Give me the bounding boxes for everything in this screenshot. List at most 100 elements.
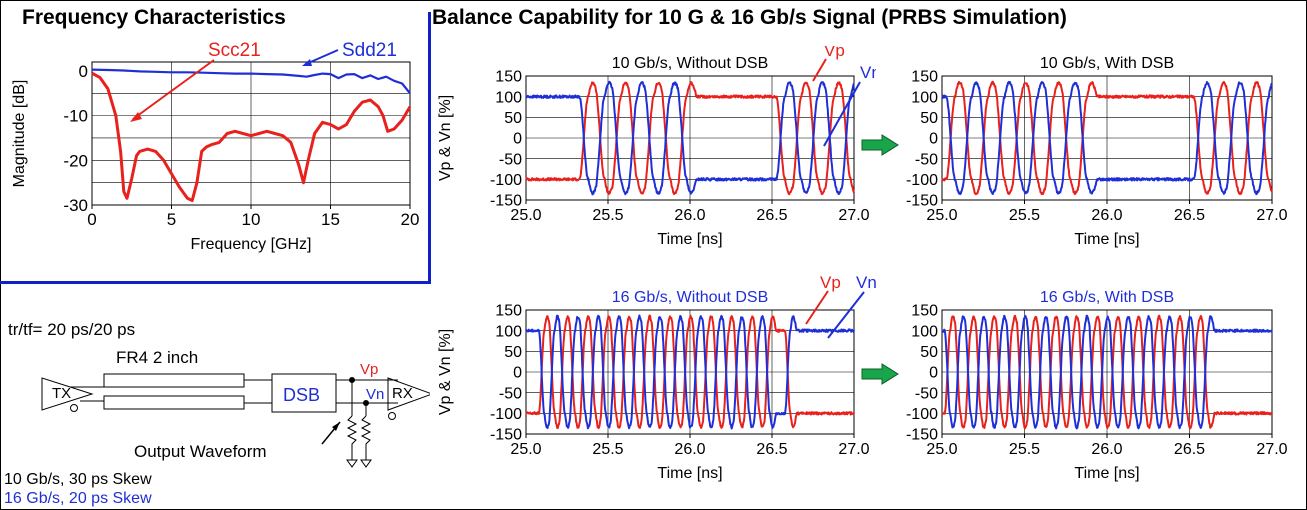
x-tick-label: 26.0 xyxy=(674,441,705,458)
x-tick-label: 0 xyxy=(87,210,96,229)
y-tick-label: 100 xyxy=(495,89,522,106)
x-tick-label: 27.0 xyxy=(838,441,869,458)
x-axis-label: Frequency [GHz] xyxy=(191,236,312,253)
section-divider-bottom xyxy=(0,281,431,284)
section-divider xyxy=(428,12,431,284)
y-tick-label: 100 xyxy=(911,323,938,340)
x-tick-label: 25.0 xyxy=(926,207,957,224)
chart-title: 16 Gb/s, With DSB xyxy=(1040,289,1174,306)
x-tick-label: 25.5 xyxy=(1009,441,1040,458)
improvement-arrow-bottom xyxy=(861,363,899,385)
scc21-arrowhead xyxy=(130,112,142,122)
y-tick-label: 150 xyxy=(495,303,522,320)
x-tick-label: 27.0 xyxy=(838,207,869,224)
x-tick-label: 20 xyxy=(401,210,420,229)
x-tick-label: 26.5 xyxy=(1174,207,1205,224)
vp-pointer xyxy=(812,58,827,82)
dsb-block xyxy=(271,373,337,413)
vp-pointer xyxy=(805,290,829,325)
y-tick-label: 50 xyxy=(504,344,522,361)
improvement-arrow-top xyxy=(861,134,899,156)
y-tick-label: -150 xyxy=(490,193,522,210)
y-tick-label: 50 xyxy=(920,110,938,127)
series-vn xyxy=(941,314,1273,430)
y-tick-label: 0 xyxy=(513,131,522,148)
y-tick-label: -30 xyxy=(63,196,88,215)
y-tick-label: -100 xyxy=(490,406,522,423)
y-tick-label: 0 xyxy=(929,131,938,148)
series-sdd21 xyxy=(91,68,411,94)
waveform-10g-with-dsb: 25.0 25.5 26.0 26.5 27.0 150 100 50 0 -50 -100 -150… xyxy=(906,55,1288,248)
scc21-pointer xyxy=(132,59,215,120)
sdd21-arrowhead xyxy=(302,59,312,66)
series-vn xyxy=(941,80,1273,196)
series-vp xyxy=(941,314,1273,430)
y-tick-label: -100 xyxy=(906,172,938,189)
y-tick-label: -10 xyxy=(63,107,88,126)
sdd21-annotation: Sdd21 xyxy=(342,40,397,61)
x-tick-label: 25.5 xyxy=(592,441,623,458)
vn-annotation: Vn xyxy=(856,276,876,292)
frequency-chart: 0 5 10 15 20 0 -10 -20 -30 Frequency [GHz] Magnitu… xyxy=(11,40,420,253)
vp-node-label: Vp xyxy=(360,361,379,378)
x-axis-label: Time [ns] xyxy=(1074,465,1139,482)
series-vp xyxy=(525,314,855,430)
series-scc21 xyxy=(91,71,412,202)
x-tick-label: 25.5 xyxy=(1009,207,1040,224)
y-tick-label: 100 xyxy=(911,89,938,106)
vn-pointer xyxy=(823,81,861,147)
x-axis-label: Time [ns] xyxy=(657,231,722,248)
chart-title: 16 Gb/s, Without DSB xyxy=(612,289,769,306)
fr4-trace-bottom xyxy=(103,395,245,410)
x-tick-label: 26.0 xyxy=(674,207,705,224)
x-tick-label: 5 xyxy=(167,210,176,229)
series-vp xyxy=(941,80,1273,196)
vp-annotation: Vp xyxy=(820,276,841,292)
y-axis-label: Vp & Vn [%] xyxy=(437,95,454,181)
y-tick-label: -100 xyxy=(490,172,522,189)
x-tick-label: 26.5 xyxy=(756,441,787,458)
x-tick-label: 27.0 xyxy=(1256,441,1287,458)
waveform-10g-without-dsb: 25.0 25.5 26.0 26.5 27.0 150 100 50 0 -50 -100 -150… xyxy=(437,46,876,248)
vn-annotation: Vn xyxy=(860,63,876,82)
y-tick-label: 150 xyxy=(495,69,522,86)
vn-node-label: Vn xyxy=(366,386,385,403)
y-tick-label: 50 xyxy=(920,344,938,361)
sdd21-pointer xyxy=(305,49,339,65)
x-tick-label: 26.0 xyxy=(1091,207,1122,224)
y-axis-label: Vp & Vn [%] xyxy=(437,329,454,415)
scc21-annotation: Scc21 xyxy=(208,40,261,61)
x-tick-label: 25.0 xyxy=(510,441,541,458)
y-tick-label: 150 xyxy=(911,303,938,320)
series-vp xyxy=(525,81,855,196)
y-tick-label: -50 xyxy=(915,151,938,168)
y-tick-label: -150 xyxy=(906,193,938,210)
skew-10g-label: 10 Gb/s, 30 ps Skew xyxy=(4,471,152,488)
frequency-heading: Frequency Characteristics xyxy=(22,6,286,29)
vn-pointer xyxy=(827,291,865,339)
balance-heading: Balance Capability for 10 G & 16 Gb/s Si… xyxy=(432,6,1067,29)
x-tick-label: 25.0 xyxy=(510,207,541,224)
x-tick-label: 26.0 xyxy=(1091,441,1122,458)
y-tick-label: 100 xyxy=(495,323,522,340)
series-vn xyxy=(525,314,855,430)
x-tick-label: 15 xyxy=(321,210,340,229)
skew-16g-label: 16 Gb/s, 20 ps Skew xyxy=(4,490,152,507)
series-vn xyxy=(525,80,855,196)
y-tick-label: -50 xyxy=(499,385,522,402)
circuit-diagram xyxy=(41,373,430,468)
chart-title: 10 Gb/s, With DSB xyxy=(1040,55,1174,72)
chart-title: 10 Gb/s, Without DSB xyxy=(612,55,769,72)
x-tick-label: 25.0 xyxy=(926,441,957,458)
x-tick-label: 26.5 xyxy=(1174,441,1205,458)
x-tick-label: 25.5 xyxy=(592,207,623,224)
y-tick-label: 150 xyxy=(911,69,938,86)
x-tick-label: 26.5 xyxy=(756,207,787,224)
y-tick-label: -150 xyxy=(906,427,938,444)
waveform-16g-without-dsb: 25.0 25.5 26.0 26.5 27.0 150 100 50 0 -50 -100 -150… xyxy=(437,276,876,482)
y-tick-label: -150 xyxy=(490,427,522,444)
x-axis-label: Time [ns] xyxy=(657,465,722,482)
waveform-16g-with-dsb: 25.0 25.5 26.0 26.5 27.0 150 100 50 0 -50 -100 -150… xyxy=(906,289,1288,482)
fr4-trace-top xyxy=(103,373,245,388)
output-waveform-label: Output Waveform xyxy=(134,442,267,461)
